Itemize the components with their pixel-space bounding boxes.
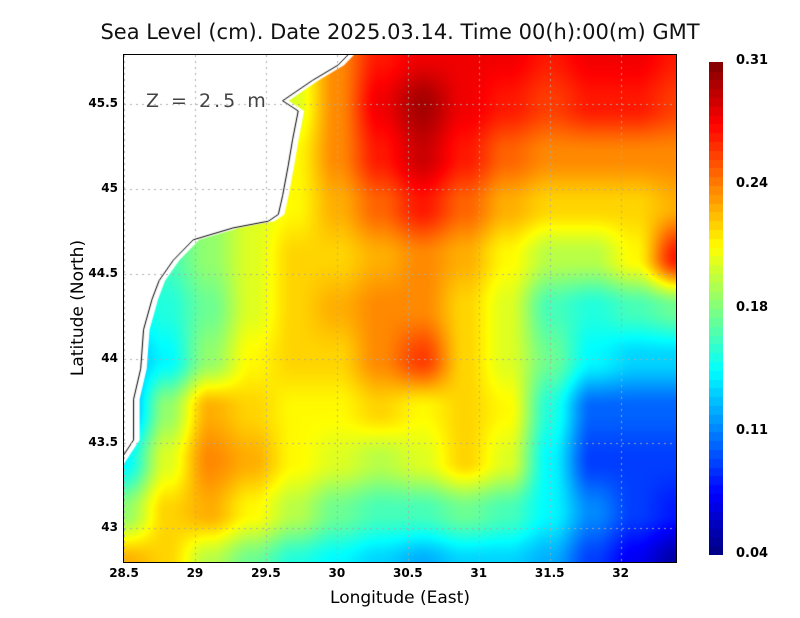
sea-level-heatmap: [124, 55, 676, 562]
chart-title: Sea Level (cm). Date 2025.03.14. Time 00…: [100, 20, 700, 44]
depth-annotation: Z = 2.5 m: [146, 90, 269, 112]
colorbar-tick-label: 0.04: [736, 546, 769, 561]
x-tick-label: 29.5: [251, 566, 281, 580]
x-tick-label: 28.5: [109, 566, 139, 580]
colorbar: [709, 62, 723, 555]
colorbar-tick-label: 0.11: [736, 422, 769, 438]
x-axis-label: Longitude (East): [330, 588, 470, 608]
colorbar-tick-label: 0.24: [736, 176, 769, 192]
x-tick-label: 31.5: [534, 566, 565, 580]
y-tick-label: 45: [101, 180, 118, 195]
x-tick-label: 32: [612, 566, 629, 580]
x-tick-label: 29: [186, 566, 204, 580]
y-tick-label: 45.5: [88, 96, 118, 111]
y-tick-label: 43.5: [88, 435, 118, 450]
x-tick-label: 31: [470, 566, 488, 580]
y-tick-label: 43: [101, 520, 118, 535]
colorbar-tick-label: 0.18: [736, 299, 769, 315]
colorbar-tick-label: 0.31: [736, 53, 769, 68]
y-tick-label: 44: [101, 350, 118, 365]
y-tick-label: 44.5: [88, 265, 118, 280]
x-tick-label: 30: [328, 566, 346, 580]
plot-area: [124, 55, 676, 562]
y-axis-label: Latitude (North): [68, 239, 88, 377]
x-tick-label: 30.5: [392, 566, 423, 580]
